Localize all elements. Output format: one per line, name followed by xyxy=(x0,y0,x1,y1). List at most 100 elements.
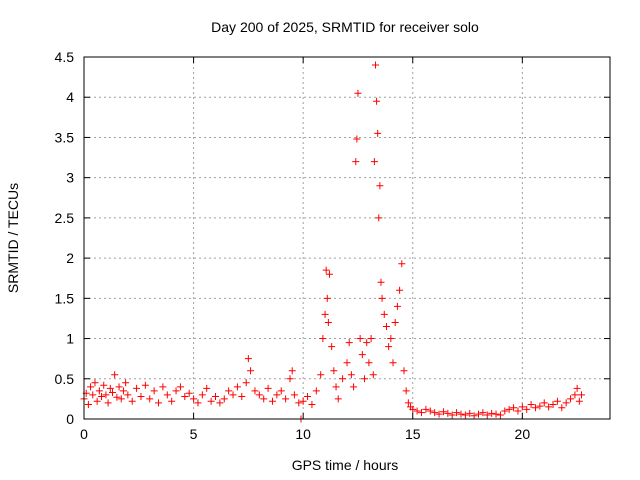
data-point xyxy=(93,397,101,405)
data-point xyxy=(375,214,383,222)
data-point xyxy=(400,367,408,375)
grid xyxy=(84,57,610,419)
data-point xyxy=(98,392,106,400)
data-point xyxy=(155,399,163,407)
data-point xyxy=(387,335,395,343)
data-point xyxy=(106,384,114,392)
data-point xyxy=(176,383,184,391)
data-point xyxy=(207,397,215,405)
data-point xyxy=(273,391,281,399)
data-point xyxy=(350,383,358,391)
data-point xyxy=(510,404,518,412)
axis-ticks: 0 5 10 15 20 0 0.5 1 1.5 2 2.5 3 3.5 4 4.5 xyxy=(55,49,610,442)
data-point xyxy=(339,375,347,383)
data-point xyxy=(260,395,268,403)
plot-frame xyxy=(83,56,611,420)
data-point xyxy=(100,381,108,389)
data-point xyxy=(325,270,333,278)
data-point xyxy=(402,387,410,395)
data-point xyxy=(377,278,385,286)
data-point xyxy=(247,367,255,375)
data-point xyxy=(562,399,570,407)
data-point xyxy=(290,391,298,399)
data-point xyxy=(404,399,412,407)
data-point xyxy=(117,395,125,403)
data-point xyxy=(505,405,513,413)
data-point xyxy=(354,89,362,97)
data-point xyxy=(255,391,263,399)
data-point xyxy=(229,391,237,399)
data-point xyxy=(531,404,539,412)
data-point xyxy=(141,381,149,389)
data-point xyxy=(367,335,375,343)
y-tick-label: 1.5 xyxy=(55,290,75,306)
data-point xyxy=(128,397,136,405)
data-point xyxy=(163,391,171,399)
data-point xyxy=(268,397,276,405)
data-point xyxy=(361,375,369,383)
data-point xyxy=(111,371,119,379)
y-tick-label: 4 xyxy=(66,89,74,105)
data-point xyxy=(380,310,388,318)
data-point xyxy=(466,409,474,417)
data-point xyxy=(353,135,361,143)
data-point xyxy=(371,61,379,69)
data-point xyxy=(549,401,557,409)
y-tick-label: 1 xyxy=(66,331,74,347)
data-point xyxy=(87,383,95,391)
data-point xyxy=(321,310,329,318)
data-point xyxy=(308,401,316,409)
data-point xyxy=(382,322,390,330)
data-point xyxy=(435,410,443,418)
data-point xyxy=(133,384,141,392)
x-tick-label: 20 xyxy=(515,426,531,442)
data-point xyxy=(393,302,401,310)
data-point xyxy=(330,367,338,375)
data-point xyxy=(545,403,553,411)
data-point xyxy=(203,384,211,392)
data-point xyxy=(431,409,439,417)
data-point xyxy=(501,407,509,415)
data-point xyxy=(323,294,331,302)
data-point xyxy=(376,182,384,190)
x-tick-label: 15 xyxy=(405,426,421,442)
x-axis-label: GPS time / hours xyxy=(292,457,399,473)
data-point xyxy=(264,384,272,392)
data-point xyxy=(358,351,366,359)
data-point xyxy=(181,392,189,400)
data-point xyxy=(396,286,404,294)
data-point xyxy=(332,383,340,391)
data-point xyxy=(523,405,531,413)
data-point xyxy=(343,359,351,367)
data-point xyxy=(426,407,434,415)
data-point xyxy=(571,391,579,399)
data-point xyxy=(95,387,103,395)
data-point xyxy=(385,343,393,351)
data-point xyxy=(119,387,127,395)
data-point xyxy=(322,266,330,274)
data-point xyxy=(282,395,290,403)
data-point xyxy=(102,391,110,399)
data-point xyxy=(89,391,97,399)
data-point xyxy=(527,401,535,409)
data-point xyxy=(439,408,447,416)
y-tick-label: 2.5 xyxy=(55,210,75,226)
data-point xyxy=(91,379,99,387)
data-point xyxy=(483,411,491,419)
x-tick-label: 0 xyxy=(80,426,88,442)
data-point xyxy=(113,393,121,401)
x-tick-label: 5 xyxy=(190,426,198,442)
data-point xyxy=(190,395,198,403)
data-point xyxy=(277,387,285,395)
x-tick-label: 10 xyxy=(295,426,311,442)
data-point xyxy=(558,404,566,412)
data-point xyxy=(475,410,482,418)
data-point xyxy=(540,399,548,407)
data-point xyxy=(220,395,228,403)
y-axis-label: SRMTID / TECUs xyxy=(5,183,21,293)
data-point xyxy=(84,401,92,409)
data-point xyxy=(457,410,465,418)
data-point xyxy=(238,392,246,400)
